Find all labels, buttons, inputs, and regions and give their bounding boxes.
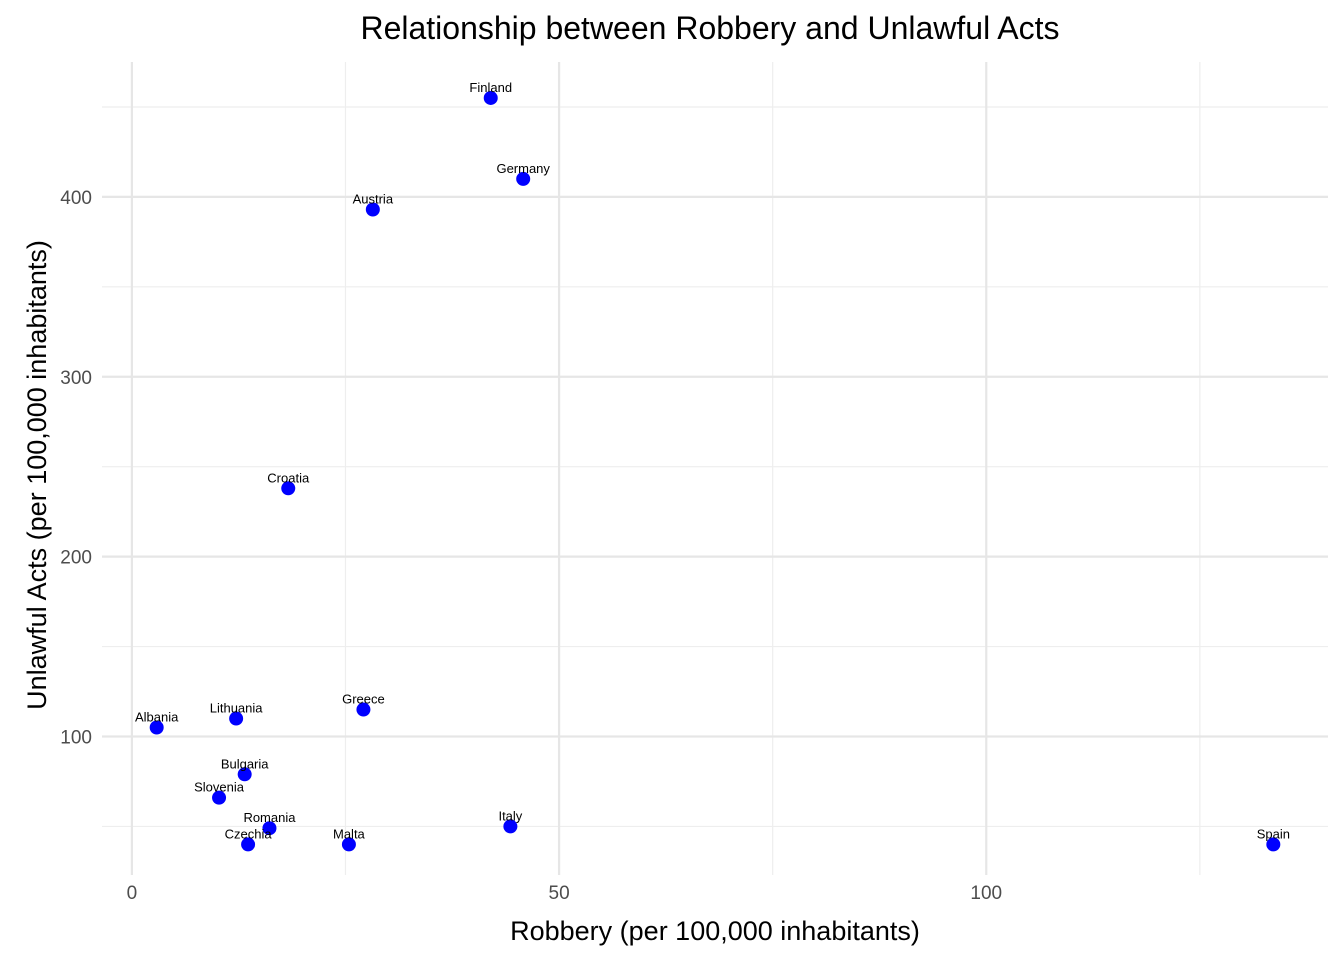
y-axis-tick-labels: 100 200 300 400 [60,188,92,749]
data-label-romania: Romania [243,810,296,825]
data-label-austria: Austria [353,191,394,206]
data-label-finland: Finland [469,80,512,95]
data-point-finland [483,90,498,105]
data-label-bulgaria: Bulgaria [221,756,269,771]
minor-gridlines [102,62,1328,875]
data-label-slovenia: Slovenia [194,780,245,795]
y-tick-label: 200 [60,548,92,569]
y-tick-label: 300 [60,368,92,389]
data-label-croatia: Croatia [267,470,310,485]
data-label-greece: Greece [342,692,385,707]
data-point-slovenia [212,790,227,805]
chart-title: Relationship between Robbery and Unlawfu… [360,10,1059,46]
data-label-germany: Germany [496,161,550,176]
data-point-czechia [241,837,256,852]
data-points [149,90,1281,852]
x-tick-label: 100 [970,883,1002,904]
y-axis-title: Unlawful Acts (per 100,000 inhabitants) [22,240,52,710]
data-point-austria [365,202,380,217]
data-point-labels: Finland Germany Austria Croatia Greece Lithua… [135,80,1290,841]
data-point-spain [1266,837,1281,852]
data-point-bulgaria [237,767,252,782]
x-axis-tick-labels: 0 50 100 [127,883,1002,904]
y-tick-label: 400 [60,188,92,209]
data-point-malta [341,837,356,852]
data-point-albania [149,720,164,735]
data-point-lithuania [229,711,244,726]
data-label-malta: Malta [333,826,366,841]
data-label-albania: Albania [135,710,179,725]
data-label-lithuania: Lithuania [210,701,264,716]
data-point-greece [356,702,371,717]
major-gridlines [102,62,1328,875]
x-tick-label: 0 [127,883,138,904]
data-point-croatia [281,481,296,496]
data-point-romania [262,821,277,836]
x-tick-label: 50 [549,883,570,904]
data-point-italy [503,819,518,834]
data-point-germany [516,171,531,186]
y-tick-label: 100 [60,728,92,749]
data-label-italy: Italy [498,808,522,823]
data-label-czechia: Czechia [225,826,273,841]
x-axis-title: Robbery (per 100,000 inhabitants) [510,916,920,946]
data-label-spain: Spain [1257,826,1290,841]
